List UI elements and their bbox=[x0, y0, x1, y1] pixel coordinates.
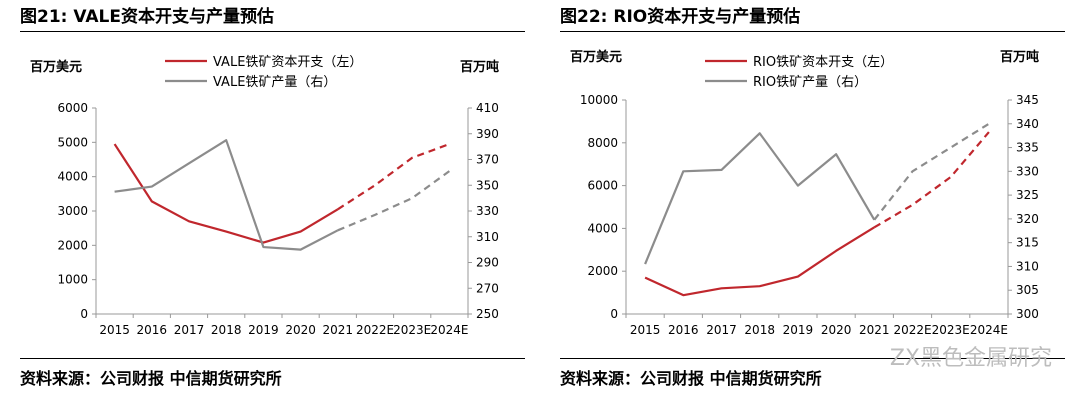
figure-title: 图22: RIO资本开支与产量预估 bbox=[560, 7, 801, 27]
x-tick-label: 2015 bbox=[630, 323, 661, 337]
right-tick-label: 250 bbox=[476, 307, 499, 321]
x-tick-label: 2024E bbox=[970, 323, 1008, 337]
right-tick-label: 300 bbox=[1016, 307, 1039, 321]
rio-chart: 0 2000 4000 6000 8000 10000 300 305 310 315 320 325… bbox=[580, 55, 1039, 337]
left-tick-label: 5000 bbox=[57, 135, 88, 149]
left-axis-unit: 百万美元 bbox=[570, 50, 623, 65]
x-tick-label: 2020 bbox=[285, 323, 316, 337]
capex-series-line bbox=[113, 143, 339, 244]
left-tick-label: 4000 bbox=[587, 221, 618, 235]
left-axis-unit: 百万美元 bbox=[30, 60, 83, 75]
source-note: 资料来源：公司财报 中信期货研究所 bbox=[560, 369, 822, 388]
x-tick-label: 2018 bbox=[744, 323, 775, 337]
right-tick-label: 350 bbox=[476, 178, 499, 192]
x-tick-label: 2019 bbox=[248, 323, 279, 337]
capex-series-estimate-line bbox=[337, 143, 450, 211]
left-tick-label: 4000 bbox=[57, 170, 88, 184]
figure-22-panel: 图22: RIO资本开支与产量预估 百万美元 百万吨 0 2000 4000 6000… bbox=[560, 0, 1080, 404]
x-tick-label: 2017 bbox=[174, 323, 205, 337]
right-tick-label: 305 bbox=[1016, 283, 1039, 297]
production-series-estimate-line bbox=[337, 170, 451, 232]
left-tick-label: 3000 bbox=[57, 204, 88, 218]
right-tick-label: 290 bbox=[476, 256, 499, 270]
x-tick-label: 2020 bbox=[821, 323, 852, 337]
legend-label: RIO铁矿产量（右） bbox=[753, 75, 867, 90]
left-tick-label: 10000 bbox=[580, 93, 618, 107]
x-tick-label: 2024E bbox=[430, 323, 468, 337]
x-tick-label: 2016 bbox=[137, 323, 168, 337]
figure-21-panel: 图21: VALE资本开支与产量预估 百万美元 百万吨 0 1000 2000 300… bbox=[20, 0, 540, 404]
figure-title: 图21: VALE资本开支与产量预估 bbox=[20, 7, 274, 27]
right-tick-label: 320 bbox=[1016, 212, 1039, 226]
capex-series-line bbox=[644, 226, 875, 297]
x-tick-label: 2021 bbox=[323, 323, 354, 337]
top-rule bbox=[20, 31, 525, 32]
left-tick-label: 2000 bbox=[587, 264, 618, 278]
left-tick-label: 0 bbox=[80, 307, 88, 321]
right-tick-label: 310 bbox=[476, 230, 499, 244]
right-axis-unit: 百万吨 bbox=[460, 60, 500, 75]
top-rule bbox=[560, 31, 1065, 32]
right-tick-label: 340 bbox=[1016, 117, 1039, 131]
right-tick-label: 390 bbox=[476, 127, 499, 141]
right-tick-label: 345 bbox=[1016, 93, 1039, 107]
capex-series-estimate-line bbox=[873, 131, 990, 229]
vale-chart: 0 1000 2000 3000 4000 5000 6000 250 270 290 310 330… bbox=[57, 55, 499, 337]
production-series-line bbox=[644, 132, 876, 265]
legend-label: VALE铁矿产量（右） bbox=[213, 75, 336, 90]
right-tick-label: 270 bbox=[476, 281, 499, 295]
right-tick-label: 370 bbox=[476, 153, 499, 167]
left-tick-label: 1000 bbox=[57, 273, 88, 287]
x-tick-label: 2022E bbox=[893, 323, 931, 337]
legend-label: RIO铁矿资本开支（左） bbox=[753, 55, 893, 70]
x-tick-label: 2022E bbox=[356, 323, 394, 337]
left-tick-label: 2000 bbox=[57, 238, 88, 252]
legend-label: VALE铁矿资本开支（左） bbox=[213, 55, 362, 70]
production-series-estimate-line bbox=[873, 122, 990, 221]
right-tick-label: 310 bbox=[1016, 259, 1039, 273]
x-tick-label: 2019 bbox=[783, 323, 814, 337]
x-tick-label: 2016 bbox=[668, 323, 699, 337]
x-tick-label: 2017 bbox=[706, 323, 737, 337]
source-note: 资料来源：公司财报 中信期货研究所 bbox=[20, 369, 282, 388]
right-tick-label: 325 bbox=[1016, 188, 1039, 202]
bottom-rule bbox=[20, 358, 525, 359]
x-tick-label: 2023E bbox=[393, 323, 431, 337]
left-tick-label: 8000 bbox=[587, 136, 618, 150]
x-tick-label: 2023E bbox=[932, 323, 970, 337]
left-tick-label: 6000 bbox=[587, 179, 618, 193]
left-tick-label: 0 bbox=[610, 307, 618, 321]
production-series-line bbox=[114, 139, 339, 251]
right-axis-unit: 百万吨 bbox=[1000, 50, 1040, 65]
x-tick-label: 2015 bbox=[99, 323, 130, 337]
right-tick-label: 335 bbox=[1016, 141, 1039, 155]
right-tick-label: 315 bbox=[1016, 236, 1039, 250]
x-tick-label: 2018 bbox=[211, 323, 242, 337]
bottom-rule bbox=[560, 358, 1065, 359]
watermark: ZX黑色金属研究 bbox=[889, 346, 1052, 371]
right-tick-label: 330 bbox=[476, 204, 499, 218]
left-tick-label: 6000 bbox=[57, 101, 88, 115]
x-tick-label: 2021 bbox=[859, 323, 890, 337]
right-tick-label: 330 bbox=[1016, 164, 1039, 178]
right-tick-label: 410 bbox=[476, 101, 499, 115]
